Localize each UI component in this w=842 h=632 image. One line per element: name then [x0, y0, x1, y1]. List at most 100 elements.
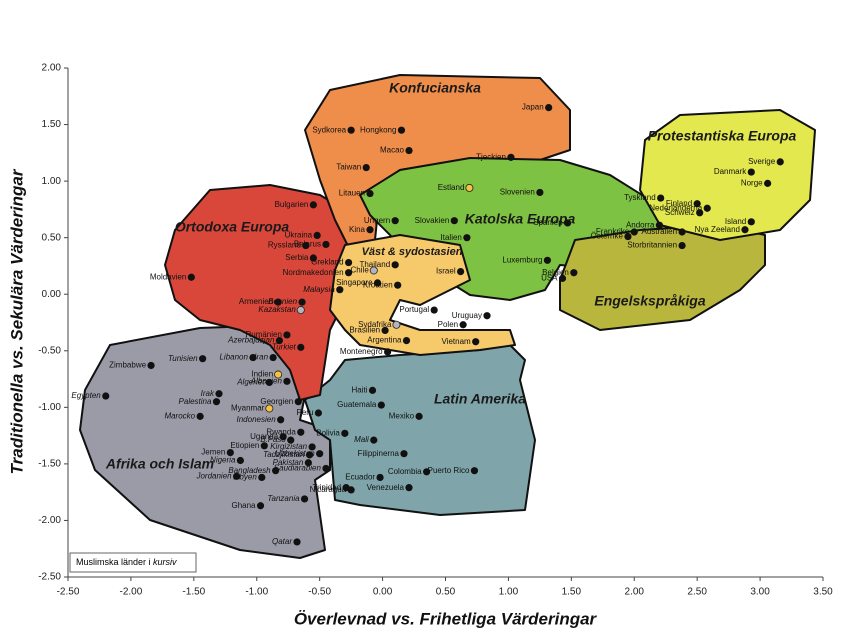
x-tick-label: -1.50	[182, 587, 205, 598]
point	[391, 217, 399, 225]
point	[274, 298, 282, 306]
point	[187, 273, 195, 281]
point	[277, 416, 285, 424]
point-label: Finland	[666, 199, 692, 208]
y-tick-label: -2.00	[38, 515, 61, 526]
point-label: Thailand	[359, 260, 390, 269]
point	[362, 163, 370, 172]
point	[381, 326, 389, 335]
point	[306, 451, 314, 459]
region-label: Protestantiska Europa	[648, 128, 797, 144]
point	[256, 502, 265, 510]
point-label: Belarus	[294, 240, 321, 249]
point	[258, 473, 266, 482]
point-label: Moldavien	[150, 272, 186, 281]
point	[630, 228, 638, 236]
point	[297, 428, 305, 436]
point	[624, 232, 632, 241]
point-label: Ghana	[231, 501, 256, 510]
point	[260, 442, 268, 450]
x-tick-label: 2.00	[625, 587, 645, 598]
point-label: Schweiz	[665, 208, 695, 217]
point-label: Sydkorea	[312, 125, 346, 134]
point-label: Sverige	[748, 157, 776, 166]
point-label: Spanien	[533, 218, 562, 227]
note-box	[69, 552, 197, 573]
note-emphasis: kursiv	[153, 557, 177, 567]
point	[450, 217, 458, 225]
point-label: Colombia	[388, 467, 422, 476]
point	[384, 348, 392, 356]
region-label: Afrika och Islam	[105, 456, 214, 472]
point	[415, 412, 423, 420]
y-tick-label: 0.50	[42, 232, 62, 243]
marks: Japan Sydkorea Hongkong Macao Taiwan Tjeckien…	[71, 103, 784, 546]
region-label: Konfucianska	[389, 80, 481, 96]
point	[368, 386, 377, 394]
point-label: Hongkong	[360, 125, 396, 134]
y-tick-label: -0.50	[38, 345, 61, 356]
point-label: Tunisien	[168, 354, 198, 363]
region-label: Ortodoxa Europa	[175, 219, 290, 235]
point	[341, 429, 349, 437]
point	[283, 331, 291, 339]
point	[741, 226, 749, 234]
point-label: Sydafrika	[358, 320, 392, 329]
y-tick-label: -2.50	[38, 572, 61, 583]
x-tick-label: 2.50	[687, 587, 707, 598]
point	[345, 258, 353, 267]
point	[336, 286, 344, 294]
point	[776, 158, 784, 166]
point-label: Slovakien	[415, 216, 450, 225]
point-label: Rumänien	[245, 330, 281, 339]
region-protestantiska	[639, 109, 816, 241]
y-tick-label: -1.50	[38, 459, 61, 470]
x-tick-label: 3.50	[813, 587, 833, 598]
point	[298, 298, 306, 306]
point-label: Azerbajdzjan	[227, 336, 275, 345]
point	[545, 103, 553, 112]
point	[463, 234, 471, 242]
point	[313, 231, 321, 240]
point-label: Qatar	[272, 537, 292, 546]
point-label: Haiti	[352, 385, 368, 394]
point	[369, 266, 378, 275]
point	[366, 189, 374, 198]
point-label: Filippinerna	[358, 449, 400, 458]
point-label: Puerto Rico	[428, 466, 470, 475]
point	[470, 467, 479, 475]
point-label: Österrike	[591, 232, 624, 241]
y-tick-label: 1.50	[42, 119, 62, 130]
point-label: Kazakstan	[258, 305, 296, 314]
point-label: Irak	[201, 389, 215, 398]
point	[483, 312, 491, 320]
point-label: Litauen	[339, 189, 365, 198]
point	[678, 228, 686, 236]
point	[370, 436, 378, 444]
point	[265, 378, 273, 387]
point	[233, 472, 241, 480]
regions	[79, 74, 816, 559]
point-label: Georgien	[260, 397, 293, 406]
point-label: Pakistan	[273, 458, 304, 467]
point-label: Ukraina	[285, 231, 313, 240]
point-label: Mexiko	[389, 411, 415, 420]
point-label: Kroatien	[363, 280, 393, 289]
point	[507, 153, 515, 161]
x-tick-label: -2.00	[120, 587, 143, 598]
point	[405, 484, 413, 492]
point	[405, 146, 413, 155]
point-label: Italien	[441, 233, 462, 242]
point-label: Kirgizistan	[270, 442, 307, 451]
point	[199, 355, 207, 363]
y-tick-label: 1.00	[42, 176, 62, 187]
point	[394, 281, 402, 289]
point	[287, 436, 295, 444]
point	[293, 538, 301, 546]
point	[703, 204, 711, 212]
point	[657, 194, 665, 202]
point-label: Nordmakedonien	[283, 268, 344, 277]
note-text: Muslimska länder i	[76, 557, 151, 567]
point	[696, 209, 704, 217]
point-label: Chile	[351, 266, 370, 275]
